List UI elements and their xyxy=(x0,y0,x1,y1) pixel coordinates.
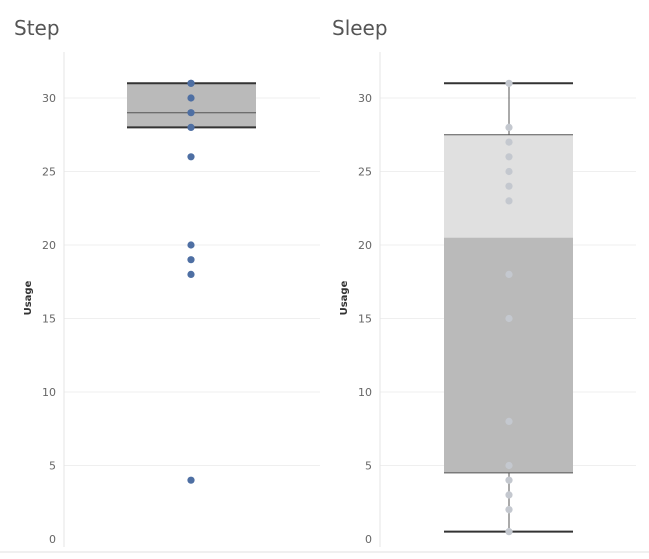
step-y-tick-label: 20 xyxy=(42,239,56,252)
step-y-tick-label: 0 xyxy=(49,533,56,546)
sleep-y-tick-label: 15 xyxy=(358,313,372,326)
sleep-data-point xyxy=(505,153,513,161)
sleep-y-tick-label: 5 xyxy=(365,460,372,473)
sleep-y-tick-label: 20 xyxy=(358,239,372,252)
step-y-axis-label: Usage xyxy=(23,280,34,315)
sleep-y-tick-label: 0 xyxy=(365,533,372,546)
sleep-data-point xyxy=(505,79,513,87)
sleep-data-point xyxy=(505,167,513,176)
sleep-y-tick-label: 30 xyxy=(358,92,372,105)
sleep-data-point xyxy=(505,270,513,278)
step-data-point xyxy=(187,256,195,264)
sleep-y-axis-label: Usage xyxy=(339,280,350,315)
sleep-y-tick-label: 10 xyxy=(358,386,372,399)
sleep-data-point xyxy=(505,417,513,425)
step-data-point xyxy=(187,79,195,87)
step-box xyxy=(127,83,256,128)
step-data-point xyxy=(187,241,195,249)
sleep-panel: 0 5 10 15 20 25 30 Usage xyxy=(339,52,636,547)
step-y-tick-label: 5 xyxy=(49,460,56,473)
step-data-point xyxy=(187,109,195,117)
step-data-point xyxy=(187,94,195,102)
sleep-data-point xyxy=(505,314,513,323)
step-data-point xyxy=(187,476,195,484)
sleep-data-point xyxy=(505,491,513,499)
step-data-point xyxy=(187,123,195,131)
sleep-y-tick-label: 25 xyxy=(358,166,372,179)
step-y-tick-label: 10 xyxy=(42,386,56,399)
step-data-point xyxy=(187,270,195,278)
step-data-point xyxy=(187,153,195,161)
sleep-data-point xyxy=(505,461,513,470)
sleep-data-point xyxy=(505,528,513,536)
sleep-data-point xyxy=(505,123,513,131)
sleep-panel-title: Sleep xyxy=(332,16,388,40)
step-y-tick-label: 30 xyxy=(42,92,56,105)
step-panel-title: Step xyxy=(14,16,60,40)
step-panel: 0 5 10 15 20 25 30 Usage xyxy=(23,52,320,547)
step-y-tick-label: 25 xyxy=(42,166,56,179)
step-y-tick-label: 15 xyxy=(42,313,56,326)
sleep-data-point xyxy=(505,182,513,190)
sleep-data-point xyxy=(505,197,513,205)
sleep-data-point xyxy=(505,476,513,484)
sleep-data-point xyxy=(505,506,513,514)
sleep-data-point xyxy=(505,138,513,146)
